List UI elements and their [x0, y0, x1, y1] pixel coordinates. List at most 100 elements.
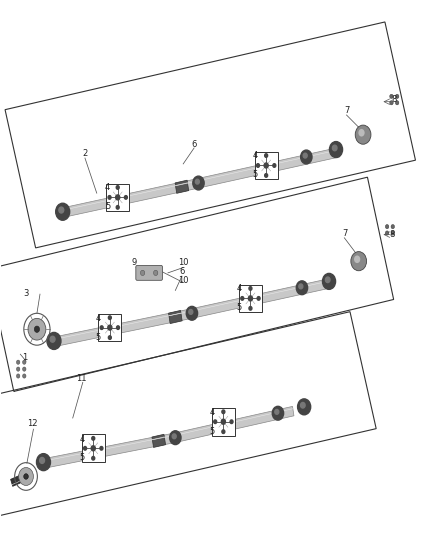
Circle shape: [299, 284, 303, 289]
Text: 4: 4: [209, 408, 215, 417]
Circle shape: [272, 406, 284, 420]
Circle shape: [40, 457, 45, 463]
Circle shape: [50, 336, 55, 342]
Text: 6: 6: [179, 268, 184, 276]
Circle shape: [300, 150, 312, 164]
Circle shape: [36, 454, 50, 471]
Circle shape: [16, 360, 20, 365]
Circle shape: [100, 447, 103, 450]
Circle shape: [141, 270, 145, 276]
Circle shape: [186, 306, 198, 320]
Polygon shape: [175, 406, 294, 442]
Text: 6: 6: [191, 140, 197, 149]
Circle shape: [385, 231, 389, 235]
Circle shape: [24, 474, 28, 479]
Circle shape: [273, 164, 276, 167]
Text: 4: 4: [96, 313, 101, 322]
Circle shape: [390, 94, 393, 99]
Text: 8: 8: [390, 230, 395, 239]
Text: 4: 4: [252, 151, 258, 160]
Circle shape: [172, 434, 176, 439]
Circle shape: [275, 409, 279, 414]
Circle shape: [391, 224, 395, 229]
Polygon shape: [199, 148, 340, 188]
Circle shape: [222, 410, 225, 414]
Bar: [82, 434, 105, 462]
Text: 7: 7: [344, 106, 350, 115]
Circle shape: [303, 153, 307, 158]
Circle shape: [385, 224, 389, 229]
Circle shape: [108, 316, 111, 319]
Text: 5: 5: [252, 170, 258, 179]
Circle shape: [325, 277, 330, 282]
Text: 5: 5: [80, 454, 85, 463]
Circle shape: [264, 163, 268, 168]
Polygon shape: [39, 433, 176, 469]
Circle shape: [108, 325, 112, 330]
Circle shape: [92, 437, 95, 440]
Circle shape: [34, 326, 39, 333]
Circle shape: [265, 154, 268, 157]
Circle shape: [257, 164, 259, 167]
Text: 1: 1: [22, 353, 27, 362]
Circle shape: [100, 326, 103, 329]
Text: 11: 11: [76, 374, 87, 383]
Circle shape: [241, 296, 244, 300]
Circle shape: [108, 336, 111, 340]
Circle shape: [189, 310, 193, 314]
Text: 5: 5: [209, 427, 215, 436]
Circle shape: [47, 333, 61, 350]
Bar: [106, 183, 129, 211]
Circle shape: [84, 447, 87, 450]
Circle shape: [153, 270, 158, 276]
Polygon shape: [152, 434, 166, 447]
Circle shape: [329, 142, 343, 158]
Text: 4: 4: [80, 435, 85, 444]
Circle shape: [296, 281, 307, 295]
Text: 8: 8: [391, 94, 396, 103]
Circle shape: [351, 252, 367, 271]
Circle shape: [116, 185, 119, 189]
Text: 5: 5: [96, 333, 101, 342]
Circle shape: [92, 456, 95, 460]
Polygon shape: [175, 180, 189, 193]
Polygon shape: [11, 473, 27, 486]
Circle shape: [391, 231, 395, 235]
Polygon shape: [59, 179, 200, 218]
Circle shape: [124, 196, 127, 199]
Circle shape: [116, 206, 119, 209]
Text: 4: 4: [237, 284, 242, 293]
Polygon shape: [169, 310, 182, 324]
Circle shape: [230, 420, 233, 424]
Bar: [239, 285, 262, 312]
Polygon shape: [50, 309, 194, 347]
Circle shape: [248, 296, 252, 301]
Circle shape: [355, 125, 371, 144]
Circle shape: [195, 179, 199, 184]
Bar: [212, 408, 235, 435]
Circle shape: [193, 176, 204, 190]
Circle shape: [22, 360, 26, 365]
Text: 2: 2: [82, 149, 88, 158]
Text: 7: 7: [342, 229, 347, 238]
Circle shape: [396, 101, 399, 105]
Text: 5: 5: [105, 202, 110, 211]
Text: 4: 4: [105, 183, 110, 192]
Text: 5: 5: [237, 303, 242, 312]
Polygon shape: [192, 279, 330, 318]
Circle shape: [22, 367, 26, 371]
Circle shape: [117, 326, 120, 329]
Circle shape: [265, 174, 268, 177]
Circle shape: [222, 430, 225, 433]
Circle shape: [91, 446, 95, 451]
Text: 3: 3: [23, 288, 28, 297]
Circle shape: [170, 431, 181, 445]
Circle shape: [354, 255, 360, 263]
Circle shape: [16, 374, 20, 378]
Circle shape: [22, 374, 26, 378]
Circle shape: [19, 467, 33, 486]
Circle shape: [59, 207, 64, 213]
Circle shape: [249, 306, 252, 310]
Text: 10: 10: [178, 259, 188, 267]
Circle shape: [390, 101, 393, 105]
